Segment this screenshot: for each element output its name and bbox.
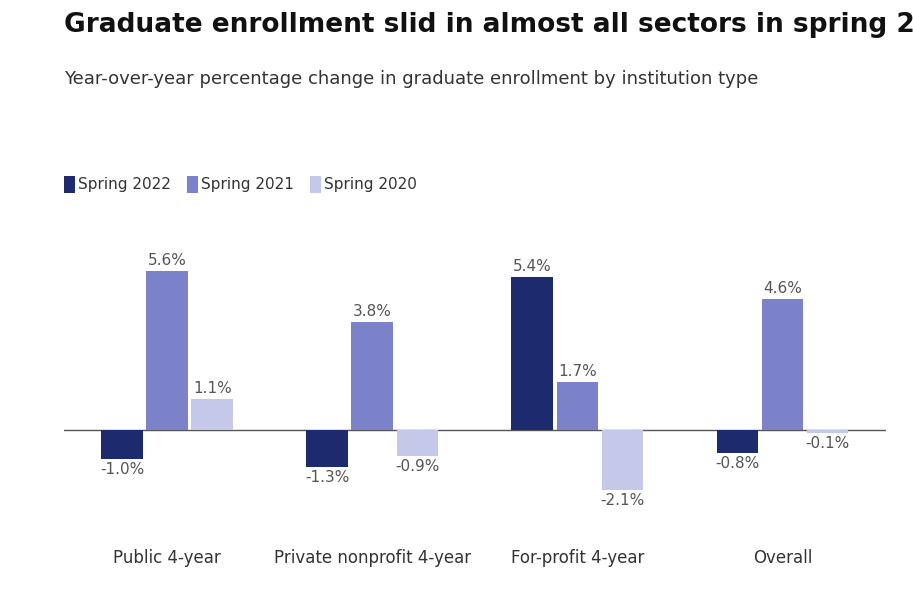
Bar — [557, 382, 598, 430]
Bar — [146, 271, 188, 430]
Bar — [352, 322, 393, 430]
Bar — [807, 430, 848, 433]
Text: Spring 2021: Spring 2021 — [201, 177, 294, 192]
Bar — [307, 430, 348, 467]
Bar — [396, 430, 438, 456]
Bar — [511, 276, 553, 430]
Text: Graduate enrollment slid in almost all sectors in spring 2022: Graduate enrollment slid in almost all s… — [64, 12, 913, 38]
Text: -1.3%: -1.3% — [305, 470, 350, 485]
Text: -1.0%: -1.0% — [100, 462, 144, 476]
Text: 1.7%: 1.7% — [558, 364, 597, 379]
Bar — [602, 430, 643, 490]
Text: 1.1%: 1.1% — [193, 381, 232, 396]
Bar — [717, 430, 758, 453]
Text: -0.8%: -0.8% — [715, 456, 760, 471]
Text: Year-over-year percentage change in graduate enrollment by institution type: Year-over-year percentage change in grad… — [64, 70, 759, 88]
Text: 4.6%: 4.6% — [763, 281, 802, 297]
Text: -0.1%: -0.1% — [805, 436, 850, 451]
Text: 5.6%: 5.6% — [148, 253, 186, 268]
Text: Spring 2020: Spring 2020 — [324, 177, 417, 192]
Bar — [761, 299, 803, 430]
Text: -2.1%: -2.1% — [600, 493, 645, 508]
Text: 5.4%: 5.4% — [513, 259, 551, 273]
Bar — [192, 399, 233, 430]
Text: Spring 2022: Spring 2022 — [78, 177, 171, 192]
Bar — [101, 430, 142, 459]
Text: 3.8%: 3.8% — [352, 304, 392, 319]
Text: -0.9%: -0.9% — [395, 459, 439, 474]
